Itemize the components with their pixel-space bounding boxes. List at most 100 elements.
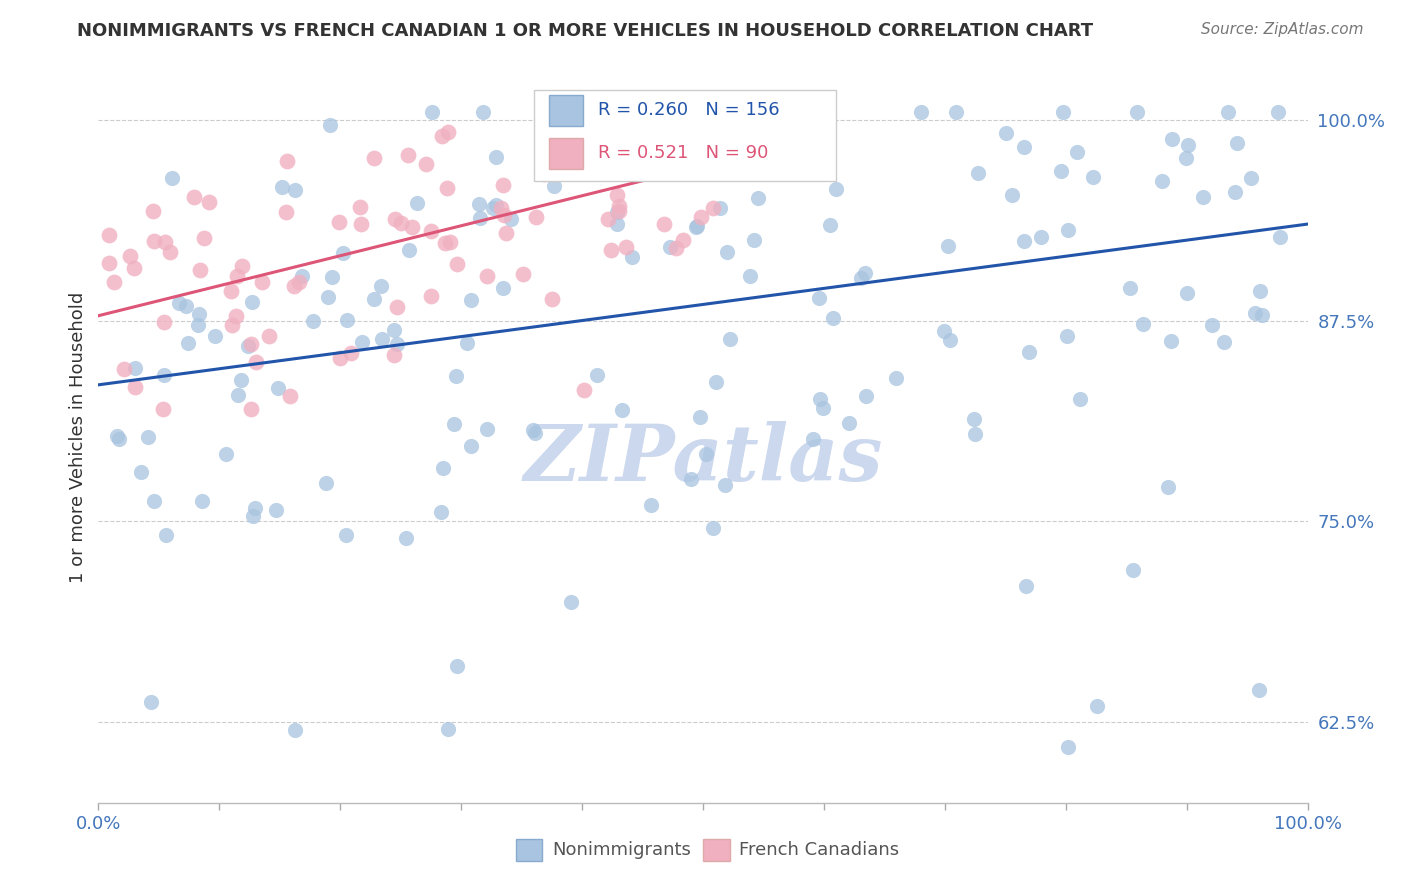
Point: [370, 333, 392, 347]
Point: [855, 389, 877, 403]
Point: [429, 505, 451, 519]
Point: [276, 204, 298, 219]
Point: [808, 291, 831, 305]
Point: [838, 416, 860, 430]
Point: [522, 423, 544, 437]
Point: [489, 201, 512, 215]
Point: [1216, 104, 1239, 119]
Text: French Canadians: French Canadians: [740, 841, 900, 859]
Point: [485, 198, 508, 212]
Text: Source: ZipAtlas.com: Source: ZipAtlas.com: [1201, 22, 1364, 37]
Point: [1056, 328, 1078, 343]
Point: [415, 156, 437, 170]
Point: [142, 204, 165, 219]
Point: [640, 498, 662, 512]
Point: [1069, 392, 1091, 406]
Point: [609, 129, 631, 144]
Point: [533, 167, 555, 181]
Point: [1175, 286, 1198, 301]
Point: [159, 244, 181, 259]
Point: [301, 313, 323, 327]
Point: [321, 270, 343, 285]
Point: [112, 361, 135, 376]
Point: [328, 215, 350, 229]
Point: [602, 130, 624, 145]
Point: [446, 257, 468, 271]
Point: [120, 249, 142, 263]
Point: [460, 293, 482, 307]
Point: [315, 475, 337, 490]
Point: [1081, 170, 1104, 185]
Point: [1240, 171, 1263, 186]
Point: [558, 152, 581, 166]
Bar: [516, 839, 543, 862]
Point: [153, 235, 176, 250]
Point: [239, 401, 262, 416]
Point: [685, 219, 707, 234]
Point: [709, 201, 731, 215]
Point: [884, 371, 907, 385]
Point: [1050, 163, 1073, 178]
Point: [593, 104, 616, 119]
Point: [1212, 335, 1234, 350]
Point: [1160, 334, 1182, 348]
Point: [491, 281, 513, 295]
Point: [606, 188, 628, 202]
Point: [1243, 306, 1265, 320]
Point: [689, 409, 711, 424]
Point: [495, 226, 517, 240]
Point: [945, 104, 967, 119]
Point: [710, 107, 733, 121]
Point: [398, 243, 420, 257]
Point: [702, 521, 724, 535]
Point: [678, 96, 700, 111]
Point: [994, 126, 1017, 140]
Point: [853, 266, 876, 280]
Point: [243, 500, 266, 515]
Point: [606, 204, 628, 219]
Point: [1018, 345, 1040, 359]
Point: [526, 210, 548, 224]
Point: [401, 219, 423, 234]
Point: [716, 244, 738, 259]
Point: [176, 335, 198, 350]
Point: [350, 217, 373, 231]
Point: [1251, 309, 1274, 323]
Point: [430, 129, 453, 144]
FancyBboxPatch shape: [534, 90, 837, 181]
Point: [389, 216, 412, 230]
Point: [696, 148, 718, 162]
Point: [613, 149, 636, 163]
Point: [538, 135, 561, 149]
Point: [242, 509, 264, 524]
Point: [283, 279, 305, 293]
Point: [122, 260, 145, 275]
Point: [363, 151, 385, 165]
Point: [1132, 318, 1154, 332]
Point: [492, 178, 515, 193]
Point: [659, 240, 682, 254]
Point: [690, 211, 713, 225]
Point: [143, 494, 166, 508]
Point: [160, 171, 183, 186]
Point: [652, 217, 675, 231]
Point: [1267, 104, 1289, 119]
Point: [363, 293, 385, 307]
Point: [808, 392, 831, 406]
Point: [665, 242, 688, 256]
Point: [1174, 151, 1197, 165]
Point: [183, 190, 205, 204]
Text: NONIMMIGRANTS VS FRENCH CANADIAN 1 OR MORE VEHICLES IN HOUSEHOLD CORRELATION CHA: NONIMMIGRANTS VS FRENCH CANADIAN 1 OR MO…: [77, 22, 1094, 40]
Point: [609, 134, 631, 148]
Point: [747, 191, 769, 205]
Point: [849, 271, 872, 285]
Point: [607, 204, 630, 219]
Point: [456, 336, 478, 351]
Point: [136, 430, 159, 444]
Point: [174, 299, 197, 313]
Point: [932, 324, 955, 338]
Point: [600, 243, 623, 257]
Point: [153, 368, 176, 382]
Point: [1249, 284, 1271, 298]
Point: [124, 380, 146, 394]
